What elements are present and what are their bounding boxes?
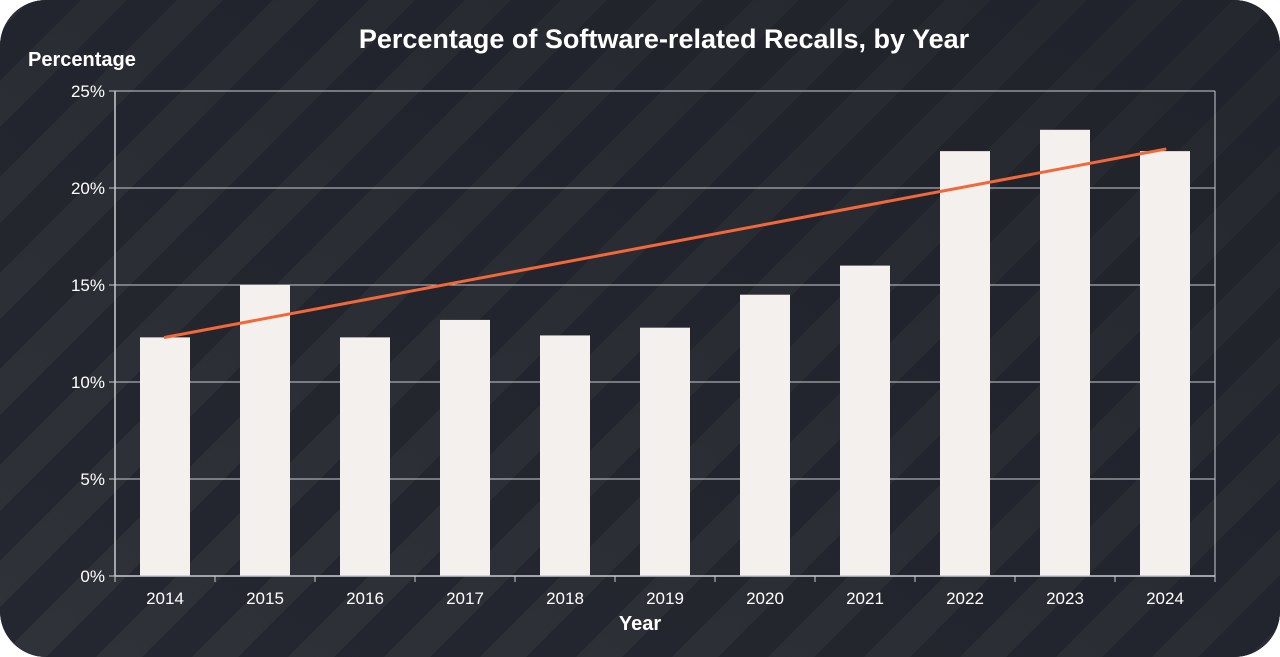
y-tick-labels: 0% 5% 10% 15% 20% 25% xyxy=(71,82,105,586)
x-axis-title: Year xyxy=(619,613,661,635)
bar-2024 xyxy=(1140,151,1190,576)
x-tick-label: 2018 xyxy=(546,589,584,608)
bar-2016 xyxy=(340,337,390,576)
bar-2020 xyxy=(740,294,790,576)
x-tick-label: 2024 xyxy=(1146,589,1184,608)
bar-2018 xyxy=(540,335,590,576)
bar-2017 xyxy=(440,319,490,576)
x-tick-label: 2017 xyxy=(446,589,484,608)
x-tick-label: 2020 xyxy=(746,589,784,608)
x-tick-label: 2015 xyxy=(246,589,284,608)
y-tick-label: 0% xyxy=(80,567,105,586)
axes xyxy=(109,90,1216,582)
trend-line xyxy=(163,147,1167,339)
grid-lines xyxy=(115,90,1216,576)
x-tick-label: 2022 xyxy=(946,589,984,608)
chart-title: Percentage of Software-related Recalls, … xyxy=(359,24,970,54)
x-tick-label: 2019 xyxy=(646,589,684,608)
bar-2019 xyxy=(640,327,690,576)
x-tick-label: 2021 xyxy=(846,589,884,608)
y-tick-label: 25% xyxy=(71,82,105,101)
bar-2023 xyxy=(1040,129,1090,577)
x-tick-label: 2023 xyxy=(1046,589,1084,608)
x-tick-label: 2014 xyxy=(146,589,184,608)
x-tick-labels: 2014 2015 2016 2017 2018 2019 2020 2021 2022 2023… xyxy=(146,589,1184,608)
trend-line-group xyxy=(163,147,1167,339)
bar-2022 xyxy=(940,151,990,576)
bar-2014 xyxy=(140,337,190,576)
x-tick-label: 2016 xyxy=(346,589,384,608)
y-tick-label: 15% xyxy=(71,276,105,295)
y-tick-label: 20% xyxy=(71,179,105,198)
bar-series xyxy=(140,129,1190,577)
bar-2021 xyxy=(840,265,890,576)
y-axis-title: Percentage xyxy=(28,49,136,71)
y-tick-label: 5% xyxy=(80,470,105,489)
bar-2015 xyxy=(240,285,290,576)
y-tick-label: 10% xyxy=(71,373,105,392)
